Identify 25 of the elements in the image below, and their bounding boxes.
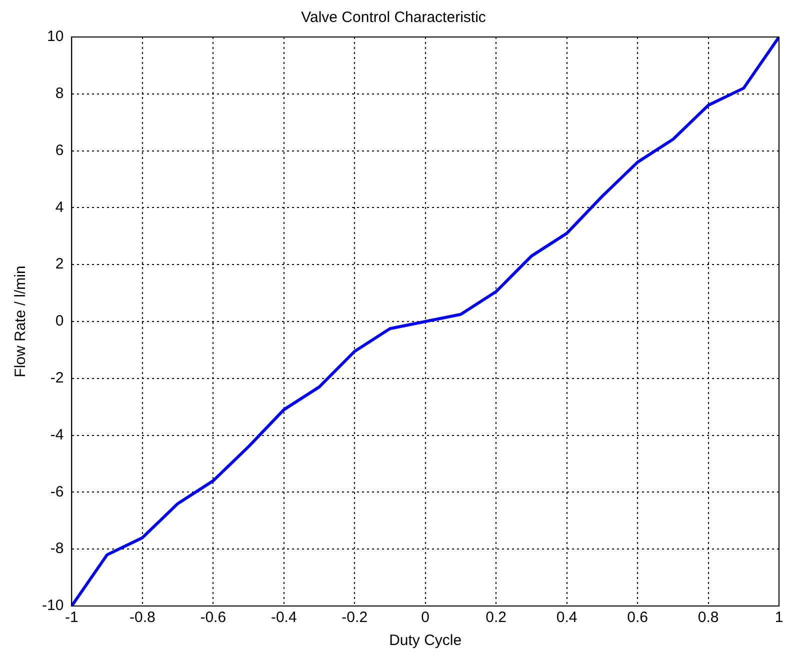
x-tick-label: 0.6 <box>627 609 648 626</box>
x-tick-label: -0.8 <box>129 609 156 626</box>
y-tick-label: 6 <box>55 142 64 159</box>
x-tick-label: -0.6 <box>200 609 226 626</box>
x-tick-label: 0 <box>421 609 430 626</box>
y-tick-label: 4 <box>55 198 64 216</box>
y-tick-label: 0 <box>55 312 64 330</box>
y-tick-label: 10 <box>46 28 64 46</box>
x-tick-label: -1 <box>65 609 78 626</box>
x-tick-label: 0.4 <box>556 609 578 626</box>
x-tick-label: -0.2 <box>342 609 368 626</box>
chart-title: Valve Control Characteristic <box>301 9 486 26</box>
y-axis-title: Flow Rate / l/min <box>12 266 30 378</box>
x-tick-label: 1 <box>774 609 784 626</box>
y-tick-label: -6 <box>50 483 64 500</box>
y-tick-label: 8 <box>55 85 64 102</box>
y-tick-label: -10 <box>42 597 64 614</box>
y-tick-label: -2 <box>50 370 64 387</box>
y-tick-label: -8 <box>50 540 64 558</box>
x-axis-title: Duty Cycle <box>389 632 462 650</box>
x-tick-label: -0.4 <box>270 609 297 626</box>
y-tick-label: 2 <box>55 256 64 273</box>
y-tick-label: -4 <box>50 426 64 444</box>
x-tick-label: 0.8 <box>698 609 719 626</box>
x-tick-label: 0.2 <box>486 609 506 626</box>
